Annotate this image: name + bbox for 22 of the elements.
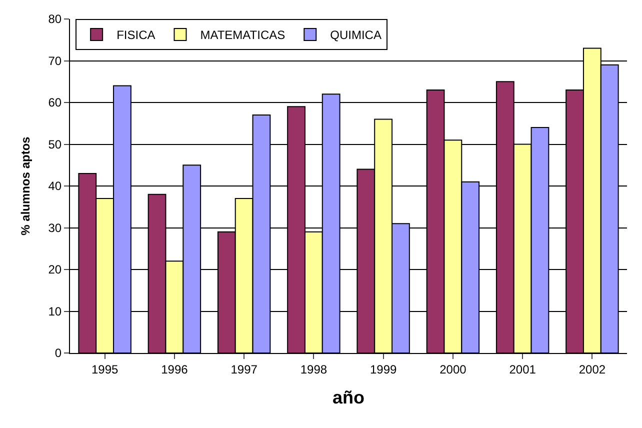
x-tick-label: 1996 — [161, 362, 188, 376]
legend-label: FISICA — [116, 28, 156, 42]
y-tick-label: 10 — [48, 304, 62, 318]
legend-label: MATEMATICAS — [200, 28, 286, 42]
x-tick-label: 1999 — [370, 362, 397, 376]
x-tick-label: 1997 — [230, 362, 258, 376]
x-tick-label: 2002 — [578, 362, 606, 376]
y-tick-label: 40 — [48, 179, 62, 194]
legend-label: QUIMICA — [330, 28, 382, 42]
y-tick-label: 70 — [48, 54, 62, 68]
x-axis-title: año — [332, 388, 365, 408]
x-tick-label: 2001 — [509, 362, 536, 376]
x-tick-label: 1995 — [91, 362, 118, 376]
x-tick-label: 2000 — [440, 362, 467, 376]
x-tick-label: 1998 — [300, 362, 328, 376]
y-tick-label: 20 — [48, 262, 62, 277]
y-tick-label: 30 — [48, 220, 62, 235]
y-tick-label: 80 — [48, 12, 62, 26]
y-tick-label: 50 — [48, 137, 62, 152]
y-tick-label: 60 — [48, 96, 62, 110]
y-axis-title: % alumnos aptos — [18, 136, 33, 236]
y-tick-label: 0 — [54, 346, 62, 360]
